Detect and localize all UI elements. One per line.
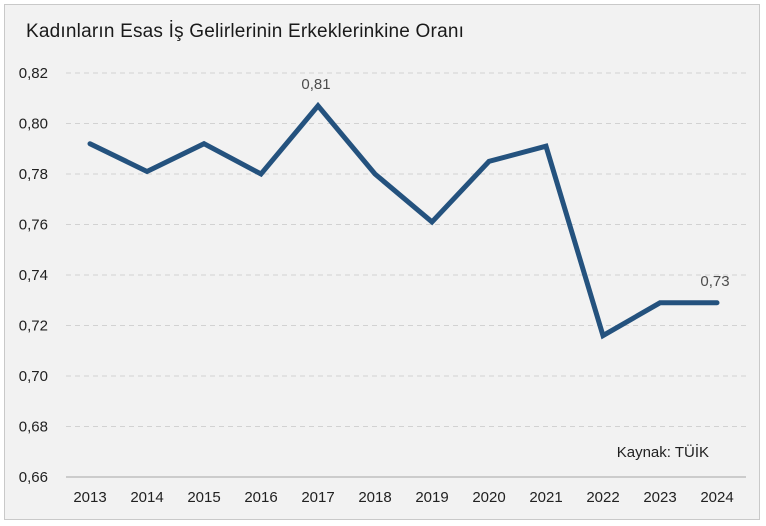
data-label: 0,73 <box>700 273 729 290</box>
x-tick-label: 2024 <box>700 489 733 506</box>
source-note: Kaynak: TÜİK <box>616 444 709 461</box>
y-tick-label: 0,70 <box>19 368 48 385</box>
x-tick-label: 2013 <box>73 489 106 506</box>
x-tick-label: 2015 <box>187 489 220 506</box>
x-tick-label: 2016 <box>244 489 277 506</box>
y-tick-label: 0,68 <box>19 419 48 436</box>
x-tick-label: 2021 <box>529 489 562 506</box>
x-tick-label: 2018 <box>358 489 391 506</box>
x-tick-label: 2017 <box>301 489 334 506</box>
series-line <box>87 101 720 340</box>
x-tick-label: 2022 <box>586 489 619 506</box>
x-tick-label: 2020 <box>472 489 505 506</box>
y-tick-label: 0,80 <box>19 116 48 133</box>
x-tick-label: 2014 <box>130 489 163 506</box>
y-tick-label: 0,74 <box>19 267 48 284</box>
y-tick-label: 0,82 <box>19 65 48 82</box>
data-label: 0,81 <box>301 76 330 93</box>
y-tick-label: 0,76 <box>19 217 48 234</box>
x-tick-label: 2023 <box>643 489 676 506</box>
y-tick-label: 0,78 <box>19 166 48 183</box>
x-tick-label: 2019 <box>415 489 448 506</box>
y-tick-label: 0,66 <box>19 469 48 486</box>
chart-title: Kadınların Esas İş Gelirlerinin Erkekler… <box>26 21 465 42</box>
chart-frame <box>4 4 760 520</box>
y-tick-label: 0,72 <box>19 318 48 335</box>
